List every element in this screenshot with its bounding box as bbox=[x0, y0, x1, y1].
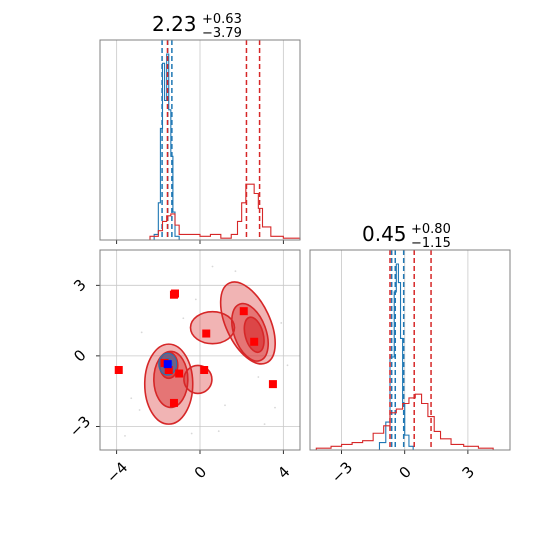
x-tick-label: −4 bbox=[103, 458, 131, 486]
title-plus: +0.63 bbox=[202, 12, 242, 27]
scatter-point bbox=[280, 322, 283, 324]
title-param-2: 0.45 +0.80 −1.15 bbox=[362, 222, 451, 251]
title-minus: −3.79 bbox=[202, 26, 242, 41]
scatter-point bbox=[263, 423, 266, 426]
contour-inner bbox=[243, 316, 265, 354]
title-param-1: 2.23 +0.63 −3.79 bbox=[152, 12, 242, 41]
scatter-point bbox=[130, 397, 133, 400]
blue-marker bbox=[163, 360, 172, 369]
title-value: 2.23 bbox=[152, 12, 197, 36]
red-marker bbox=[202, 329, 211, 338]
red-marker bbox=[175, 369, 184, 378]
histogram-series-0 bbox=[153, 53, 180, 240]
scatter-point bbox=[211, 265, 214, 268]
x-tick-label: 4 bbox=[274, 463, 293, 482]
joint-contour-panel: −4 0 4 −3 0 3 bbox=[66, 249, 301, 487]
y-tick-label: 0 bbox=[70, 346, 89, 365]
marginal-histogram-top bbox=[99, 39, 301, 244]
scatter-point bbox=[182, 317, 185, 320]
red-marker bbox=[250, 337, 259, 346]
red-marker bbox=[114, 366, 123, 374]
marginal-histogram-right: −3 0 3 bbox=[309, 249, 511, 487]
title-value: 0.45 bbox=[362, 222, 407, 246]
scatter-point bbox=[138, 409, 141, 411]
title-plus: +0.80 bbox=[411, 222, 451, 237]
histogram-series-1 bbox=[137, 183, 301, 241]
scatter-point bbox=[190, 432, 193, 435]
scatter-point bbox=[217, 430, 220, 433]
title-minus: −1.15 bbox=[411, 236, 451, 251]
scatter-point bbox=[194, 298, 197, 301]
red-marker bbox=[200, 366, 209, 374]
panel-frame bbox=[309, 249, 511, 451]
scatter-point bbox=[274, 406, 276, 409]
scatter-point bbox=[124, 434, 126, 437]
red-marker bbox=[239, 307, 248, 316]
histogram-series-0 bbox=[378, 263, 414, 450]
scatter-point bbox=[257, 376, 260, 378]
contour-outer bbox=[189, 310, 236, 345]
red-marker bbox=[169, 290, 178, 299]
histogram-series-1 bbox=[315, 393, 494, 450]
y-tick-label: −3 bbox=[66, 412, 94, 440]
x-tick-label: 0 bbox=[191, 463, 210, 482]
scatter-point bbox=[286, 364, 289, 367]
x-tick-label: 3 bbox=[459, 463, 478, 482]
panel-frame bbox=[99, 39, 301, 241]
scatter-point bbox=[234, 270, 237, 273]
scatter-point bbox=[224, 404, 226, 407]
x-tick-label: −3 bbox=[328, 458, 356, 486]
y-tick-label: 3 bbox=[70, 276, 89, 295]
scatter-point bbox=[140, 331, 143, 334]
x-tick-label: 0 bbox=[395, 463, 414, 482]
red-marker bbox=[164, 366, 173, 374]
red-marker bbox=[268, 380, 277, 389]
panel-frame bbox=[99, 249, 301, 451]
red-marker bbox=[169, 398, 178, 407]
